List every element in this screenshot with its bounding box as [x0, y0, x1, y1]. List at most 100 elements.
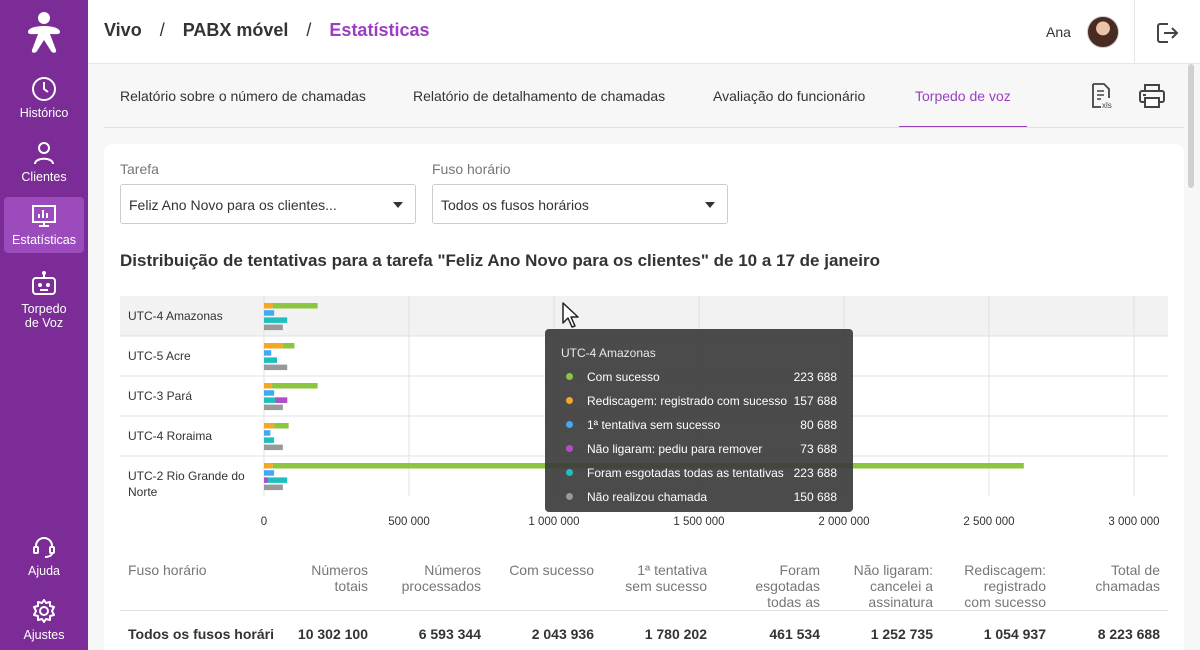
- bar-first-fail[interactable]: [264, 310, 275, 316]
- bar-not-called[interactable]: [264, 444, 283, 451]
- bar-first-fail[interactable]: [264, 350, 272, 356]
- table-header-cell[interactable]: Foram esgotadas todas as: [755, 562, 820, 610]
- table-header-cell[interactable]: Fuso horário: [128, 562, 207, 578]
- table-header-cell[interactable]: Rediscagem: registrado com sucesso: [964, 562, 1046, 610]
- tabs-bar: Relatório sobre o número de chamadas Rel…: [88, 64, 1200, 128]
- tooltip-row-value: 80 688: [800, 418, 837, 432]
- bar-not-called[interactable]: [264, 324, 283, 331]
- bar-removed[interactable]: [275, 397, 288, 403]
- table-header-cell[interactable]: 1ª tentativa sem sucesso: [625, 562, 707, 594]
- x-tick-label: 500 000: [388, 516, 430, 528]
- table-header-cell[interactable]: Total de chamadas: [1095, 562, 1160, 594]
- bar-exhausted[interactable]: [264, 477, 288, 483]
- tab-avaliacao-funcionario[interactable]: Avaliação do funcionário: [713, 88, 866, 104]
- table-header-cell[interactable]: Com sucesso: [509, 562, 594, 578]
- header-divider: [1134, 0, 1135, 64]
- timezone-select-value: Todos os fusos horários: [441, 197, 589, 213]
- print-icon[interactable]: [1138, 82, 1166, 110]
- bar-not-called[interactable]: [264, 404, 283, 411]
- bar-redial[interactable]: [264, 303, 273, 309]
- tooltip-row-value: 150 688: [793, 490, 837, 504]
- bar-exhausted[interactable]: [264, 317, 288, 323]
- task-select[interactable]: Feliz Ano Novo para os clientes...: [120, 184, 416, 224]
- chevron-down-icon: [393, 202, 403, 208]
- logout-icon[interactable]: [1154, 20, 1180, 46]
- tooltip-row-value: 157 688: [793, 394, 837, 408]
- bar-first-fail[interactable]: [264, 470, 275, 476]
- sidebar: Histórico Clientes Estatísticas Torpedo …: [0, 0, 88, 650]
- tooltip-row: Rediscagem: registrado com sucesso 157 68…: [561, 393, 837, 409]
- user-name[interactable]: Ana: [1046, 24, 1071, 40]
- sidebar-item-ajuda[interactable]: Ajuda: [4, 528, 84, 584]
- legend-dot-icon: [566, 373, 573, 380]
- robot-icon: [32, 271, 56, 295]
- bar-removed[interactable]: [264, 477, 268, 483]
- x-tick-label: 1 000 000: [528, 516, 579, 528]
- tooltip-row-label: Não realizou chamada: [587, 490, 708, 504]
- x-tick-label: 0: [261, 516, 267, 528]
- table-header-divider: [120, 610, 1168, 611]
- chart-tooltip: UTC-4 Amazonas Com sucesso 223 688 Redisca…: [545, 329, 853, 512]
- bar-redial[interactable]: [264, 383, 272, 389]
- table-header-cell[interactable]: Números totais: [311, 562, 368, 594]
- tooltip-row: Com sucesso 223 688: [561, 369, 837, 385]
- sidebar-item-ajustes[interactable]: Ajustes: [4, 592, 84, 648]
- sidebar-item-historico[interactable]: Histórico: [4, 70, 84, 126]
- table-cell: 1 780 202: [644, 626, 707, 642]
- bar-first-fail[interactable]: [264, 390, 275, 396]
- tab-numero-chamadas[interactable]: Relatório sobre o número de chamadas: [120, 88, 366, 104]
- tabs-divider: [104, 127, 1184, 128]
- export-xls-icon[interactable]: xls: [1090, 82, 1116, 110]
- user-icon: [34, 142, 54, 165]
- tab-detalhamento-chamadas[interactable]: Relatório de detalhamento de chamadas: [413, 88, 666, 104]
- sidebar-item-label: Estatísticas: [12, 233, 76, 247]
- task-select-value: Feliz Ano Novo para os clientes...: [129, 197, 337, 213]
- bar-first-fail[interactable]: [264, 430, 271, 436]
- task-label: Tarefa: [120, 161, 159, 177]
- table-header-cell[interactable]: Não ligaram: cancelei a assinatura: [853, 562, 933, 610]
- bar-exhausted[interactable]: [264, 357, 278, 363]
- x-tick-label: 2 500 000: [963, 516, 1014, 528]
- table-header-cell[interactable]: Números processados: [401, 562, 481, 594]
- tooltip-row: Foram esgotadas todas as tentativas 223 6…: [561, 465, 837, 481]
- breadcrumb-separator: /: [159, 20, 165, 40]
- legend-dot-icon: [566, 397, 573, 404]
- gear-icon: [33, 599, 55, 623]
- tooltip-row-label: Foram esgotadas todas as tentativas: [587, 466, 784, 480]
- bar-success[interactable]: [272, 303, 318, 309]
- table-cell: 1 252 735: [870, 626, 933, 642]
- avatar[interactable]: [1087, 16, 1119, 48]
- tooltip-row: 1ª tentativa sem sucesso 80 688: [561, 417, 837, 433]
- vivo-logo-icon[interactable]: [24, 10, 64, 54]
- bar-not-called[interactable]: [264, 364, 288, 371]
- sidebar-item-label: Histórico: [19, 106, 69, 120]
- tab-torpedo-de-voz[interactable]: Torpedo de voz: [915, 88, 1011, 104]
- breadcrumb-vivo[interactable]: Vivo: [104, 20, 142, 40]
- table-cell: 10 302 100: [297, 626, 368, 642]
- legend-dot-icon: [566, 445, 573, 452]
- sidebar-item-label: Ajustes: [23, 628, 65, 642]
- bar-not-called[interactable]: [264, 484, 283, 491]
- bar-success[interactable]: [282, 343, 295, 349]
- bar-success[interactable]: [271, 383, 318, 389]
- tooltip-row-value: 73 688: [800, 442, 837, 456]
- sidebar-item-estatisticas[interactable]: Estatísticas: [4, 197, 84, 253]
- page-scrollbar[interactable]: [1188, 64, 1194, 188]
- tooltip-row-label: Com sucesso: [587, 370, 660, 384]
- tooltip-title: UTC-4 Amazonas: [561, 346, 656, 360]
- chevron-down-icon: [705, 202, 715, 208]
- legend-dot-icon: [566, 421, 573, 428]
- bar-redial[interactable]: [264, 463, 273, 469]
- bar-redial[interactable]: [264, 343, 283, 349]
- bar-success[interactable]: [274, 423, 289, 429]
- sidebar-item-torpedo-de-voz[interactable]: Torpedo de Voz: [4, 264, 84, 330]
- svg-text:xls: xls: [1102, 101, 1112, 110]
- mouse-cursor-icon: [562, 302, 579, 328]
- timezone-select[interactable]: Todos os fusos horários: [432, 184, 728, 224]
- chart-title: Distribuição de tentativas para a tarefa…: [120, 251, 880, 270]
- bar-redial[interactable]: [264, 423, 275, 429]
- clock-icon: [32, 77, 56, 101]
- bar-exhausted[interactable]: [264, 437, 275, 443]
- breadcrumb-pabx[interactable]: PABX móvel: [182, 20, 289, 40]
- sidebar-item-clientes[interactable]: Clientes: [4, 134, 84, 190]
